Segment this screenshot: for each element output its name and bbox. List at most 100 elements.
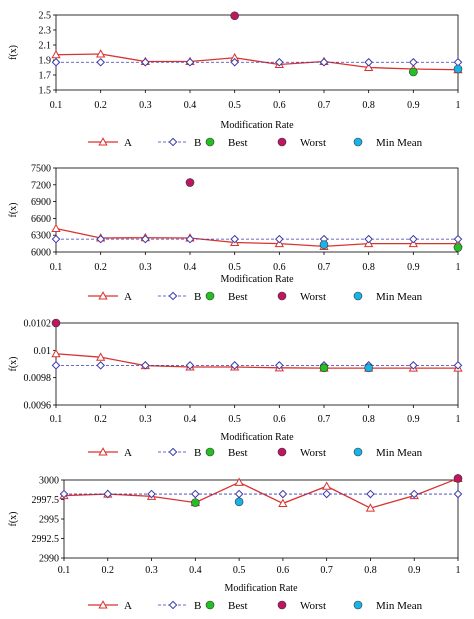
x-tick-label: 0.7 bbox=[318, 262, 331, 273]
x-tick-label: 0.3 bbox=[139, 100, 152, 111]
x-tick-label: 0.5 bbox=[228, 414, 241, 425]
x-axis-label: Modification Rate bbox=[220, 120, 294, 131]
legend-b-marker bbox=[168, 447, 178, 457]
x-tick-label: 0.7 bbox=[320, 565, 333, 576]
series-b-point bbox=[409, 489, 419, 499]
legend-min-mean-label: Min Mean bbox=[376, 600, 423, 612]
series-b-point bbox=[275, 361, 284, 370]
x-tick-label: 1 bbox=[456, 262, 461, 273]
plot-frame bbox=[55, 167, 459, 253]
series-a-point bbox=[51, 223, 61, 233]
y-tick-label: 0.0102 bbox=[24, 319, 52, 330]
x-tick-label: 0.2 bbox=[94, 414, 107, 425]
min-mean-point bbox=[234, 497, 244, 507]
legend-b-label: B bbox=[194, 137, 201, 149]
y-tick-label: 2.3 bbox=[39, 26, 52, 37]
x-tick-label: 0.8 bbox=[364, 565, 377, 576]
x-tick-label: 0.3 bbox=[145, 565, 158, 576]
series-b-point bbox=[453, 489, 463, 499]
best-point bbox=[191, 498, 200, 507]
series-a-point bbox=[51, 348, 61, 358]
worst-point bbox=[51, 318, 61, 328]
best-point bbox=[453, 243, 463, 252]
legend-a-label: A bbox=[124, 447, 132, 459]
x-axis-label: Modification Rate bbox=[220, 274, 294, 285]
series-b-point bbox=[191, 489, 200, 499]
x-tick-label: 0.9 bbox=[408, 565, 421, 576]
worst-point bbox=[230, 11, 239, 21]
x-tick-label: 0.6 bbox=[273, 262, 286, 273]
x-tick-label: 0.1 bbox=[50, 100, 63, 111]
legend-worst-marker bbox=[277, 447, 287, 457]
series-b-point bbox=[409, 361, 418, 370]
legend-a-label: A bbox=[124, 600, 132, 612]
best-point bbox=[319, 363, 329, 373]
x-tick-label: 0.5 bbox=[233, 565, 246, 576]
y-tick-label: 2990 bbox=[39, 554, 59, 565]
y-tick-label: 2.5 bbox=[39, 11, 52, 22]
y-tick-label: 6900 bbox=[31, 197, 51, 208]
legend-best-marker bbox=[205, 447, 215, 457]
y-tick-label: 2992.5 bbox=[32, 534, 60, 545]
series-a-point bbox=[234, 477, 244, 486]
x-tick-label: 0.6 bbox=[277, 565, 290, 576]
legend-b-marker bbox=[168, 291, 178, 301]
legend-min-mean-label: Min Mean bbox=[376, 291, 423, 303]
series-a-point bbox=[278, 498, 288, 507]
y-tick-label: 0.0096 bbox=[24, 401, 52, 412]
series-b-point bbox=[185, 234, 195, 244]
legend-b-label: B bbox=[194, 447, 201, 459]
series-b-point bbox=[278, 489, 288, 499]
legend-a-label: A bbox=[124, 137, 132, 149]
x-tick-label: 0.2 bbox=[94, 100, 107, 111]
y-tick-label: 1.5 bbox=[39, 86, 52, 97]
min-mean-point bbox=[364, 363, 373, 373]
best-point bbox=[409, 67, 418, 77]
x-tick-label: 0.9 bbox=[407, 100, 420, 111]
series-a-point bbox=[365, 503, 376, 512]
x-tick-label: 0.9 bbox=[407, 414, 420, 425]
y-tick-label: 6600 bbox=[31, 214, 51, 225]
legend-a-label: A bbox=[124, 291, 132, 303]
x-tick-label: 0.6 bbox=[273, 414, 286, 425]
x-tick-label: 0.8 bbox=[362, 262, 375, 273]
legend-best-marker bbox=[205, 291, 215, 301]
series-a-line bbox=[55, 53, 459, 71]
x-tick-label: 0.4 bbox=[189, 565, 202, 576]
series-b-point bbox=[147, 489, 156, 499]
plot-frame bbox=[63, 479, 459, 559]
legend-worst-marker bbox=[277, 137, 287, 147]
series-a-point bbox=[96, 352, 106, 361]
legend-best-marker bbox=[205, 137, 215, 147]
legend-worst-label: Worst bbox=[300, 447, 326, 459]
series-a-point bbox=[322, 481, 332, 490]
x-tick-label: 0.1 bbox=[58, 565, 71, 576]
x-tick-label: 1 bbox=[456, 565, 461, 576]
series-b-point bbox=[230, 361, 239, 370]
legend-best-label: Best bbox=[228, 291, 248, 303]
series-b-point bbox=[96, 57, 105, 67]
plot-frame bbox=[55, 14, 459, 91]
y-tick-label: 2.1 bbox=[39, 41, 52, 52]
x-tick-label: 0.9 bbox=[407, 262, 420, 273]
series-b-point bbox=[234, 489, 244, 499]
legend-best-label: Best bbox=[228, 600, 248, 612]
series-a-line bbox=[63, 477, 459, 509]
legend-worst-label: Worst bbox=[300, 291, 326, 303]
x-tick-label: 0.4 bbox=[184, 262, 197, 273]
x-tick-label: 0.2 bbox=[102, 565, 115, 576]
x-tick-label: 0.6 bbox=[273, 100, 286, 111]
y-tick-label: 2997.5 bbox=[32, 495, 60, 506]
x-tick-label: 0.5 bbox=[228, 262, 241, 273]
worst-point bbox=[185, 178, 195, 187]
x-axis-label: Modification Rate bbox=[224, 583, 298, 594]
y-axis-label: f(x) bbox=[8, 45, 19, 60]
legend-worst-marker bbox=[277, 600, 287, 610]
x-tick-label: 0.4 bbox=[184, 414, 197, 425]
x-tick-label: 0.1 bbox=[50, 414, 63, 425]
x-tick-label: 1 bbox=[456, 414, 461, 425]
y-tick-label: 6300 bbox=[31, 231, 51, 242]
legend-worst-label: Worst bbox=[300, 600, 326, 612]
series-b-point bbox=[141, 234, 150, 244]
series-a-point bbox=[51, 49, 61, 59]
